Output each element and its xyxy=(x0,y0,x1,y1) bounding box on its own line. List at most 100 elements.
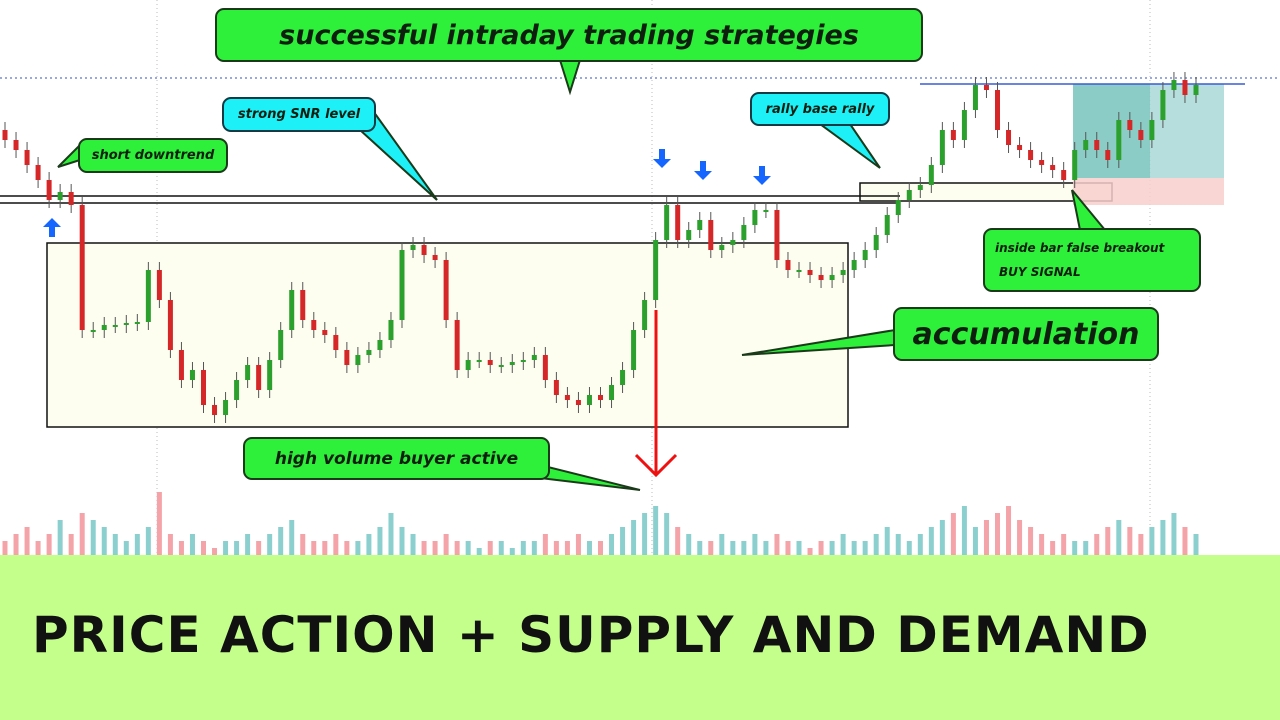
volume-bar xyxy=(1083,541,1089,555)
candle xyxy=(1182,80,1188,95)
banner xyxy=(0,555,1280,720)
candle xyxy=(1083,140,1089,150)
volume-bar xyxy=(410,534,416,555)
volume-bar xyxy=(697,541,703,555)
volume-bar xyxy=(1182,527,1188,555)
candle xyxy=(752,210,758,225)
volume-bar xyxy=(1160,520,1166,555)
candle xyxy=(2,130,8,140)
candle xyxy=(730,240,736,245)
candle xyxy=(1072,150,1078,180)
volume-bar xyxy=(212,548,218,555)
candle xyxy=(388,320,394,340)
volume-bar xyxy=(653,506,659,555)
candle xyxy=(1017,145,1023,150)
volume-bar xyxy=(520,541,526,555)
volume-bar xyxy=(1050,541,1056,555)
volume-bar xyxy=(1171,513,1177,555)
candle xyxy=(631,330,637,370)
volume-bar xyxy=(123,541,129,555)
candle xyxy=(1171,80,1177,90)
volume-bar xyxy=(631,520,637,555)
blue-up-arrow xyxy=(43,218,61,237)
candle xyxy=(112,325,118,327)
candle xyxy=(1039,160,1045,165)
candle xyxy=(90,330,96,332)
volume-bar xyxy=(774,534,780,555)
candle xyxy=(377,340,383,350)
volume-bar xyxy=(300,534,306,555)
volume-bar xyxy=(1149,527,1155,555)
volume-bar xyxy=(476,548,482,555)
volume-bar xyxy=(443,534,449,555)
volume-bar xyxy=(223,541,229,555)
volume-bar xyxy=(840,534,846,555)
candle xyxy=(586,395,592,405)
signal-line1: inside bar false breakout xyxy=(995,241,1165,255)
volume-bar xyxy=(763,541,769,555)
candle xyxy=(553,380,559,395)
volume-bar xyxy=(90,520,96,555)
downtrend-callout: short downtrend xyxy=(78,138,228,173)
candle xyxy=(873,235,879,250)
candle xyxy=(13,140,19,150)
candle xyxy=(399,250,405,320)
candle xyxy=(178,350,184,380)
volume-bar xyxy=(1061,534,1067,555)
candle xyxy=(267,360,273,390)
candle xyxy=(256,365,262,390)
candle xyxy=(829,275,835,280)
volume-bar xyxy=(564,541,570,555)
candle xyxy=(498,365,504,367)
volume-bar xyxy=(167,534,173,555)
candle xyxy=(245,365,251,380)
volume-bar xyxy=(421,541,427,555)
volume-bar xyxy=(829,541,835,555)
volume-bar xyxy=(575,534,581,555)
candle xyxy=(796,270,802,272)
volume-bar xyxy=(917,534,923,555)
candle xyxy=(201,370,206,405)
target-zone-filled xyxy=(1073,84,1150,178)
candle xyxy=(939,130,945,165)
candle xyxy=(1094,140,1100,150)
candle xyxy=(234,380,240,400)
candle xyxy=(454,320,460,370)
candle xyxy=(101,325,107,330)
candle xyxy=(344,350,350,365)
volume-bar xyxy=(311,541,317,555)
volume-bar xyxy=(355,541,361,555)
volume-bar xyxy=(189,534,195,555)
rbr-callout-tail xyxy=(816,123,881,169)
candle xyxy=(278,330,284,360)
volume-bar xyxy=(1028,527,1034,555)
volume-bar xyxy=(1094,534,1100,555)
volume-bar xyxy=(542,534,548,555)
volume-bar xyxy=(818,541,824,555)
candle xyxy=(145,270,151,322)
volume-bar xyxy=(2,541,8,555)
volume-bar xyxy=(708,541,714,555)
candle xyxy=(476,360,482,362)
candle xyxy=(862,250,868,260)
candle xyxy=(1193,85,1199,95)
candle xyxy=(928,165,934,185)
candle xyxy=(311,320,317,330)
volume-bar xyxy=(553,541,559,555)
volume-bar xyxy=(686,534,692,555)
volume-bar xyxy=(1006,506,1012,555)
volume-bar xyxy=(531,541,537,555)
volume-bar xyxy=(983,520,989,555)
candle xyxy=(123,323,129,325)
red-down-arrow xyxy=(634,310,678,478)
volume-bar xyxy=(906,541,912,555)
candle xyxy=(609,385,615,400)
downtrend-callout-tail xyxy=(57,142,81,168)
candle xyxy=(774,210,780,260)
candle xyxy=(134,322,140,324)
candle xyxy=(432,255,438,260)
candle xyxy=(1061,170,1067,180)
volume-bar xyxy=(598,541,603,555)
volume-bar xyxy=(498,541,504,555)
title-callout-tail xyxy=(558,59,582,96)
